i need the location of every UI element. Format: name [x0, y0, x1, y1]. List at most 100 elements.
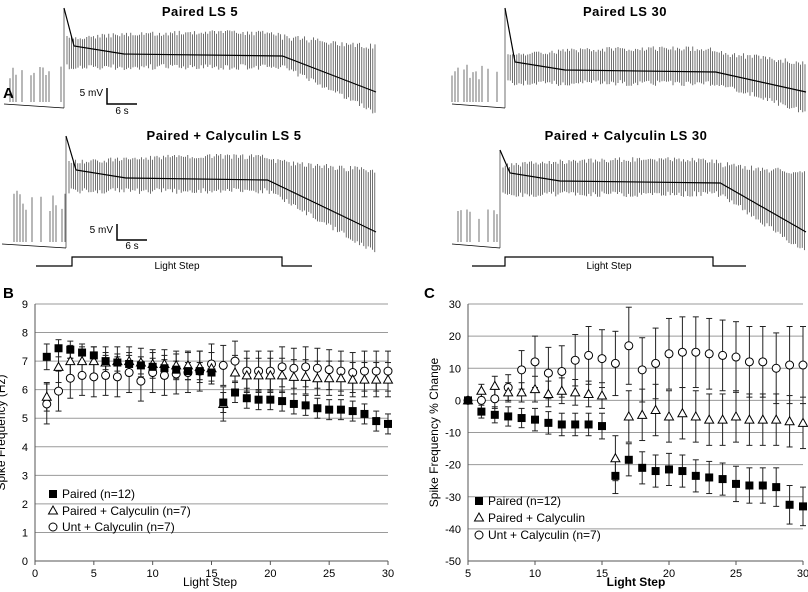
- chart-b-point-unt-calyculin: [159, 370, 169, 380]
- chart-c-point-unt-calyculin: [637, 365, 647, 375]
- chart-b-point-unt-calyculin: [383, 366, 393, 376]
- trace-title-top-left: Paired LS 5: [162, 4, 238, 19]
- chart-c-point-unt-calyculin: [610, 358, 620, 368]
- chart-b-point-paired-calyculin: [88, 355, 100, 366]
- chart-c-point-unt-calyculin: [651, 358, 661, 368]
- chart-c-point-unt-calyculin: [490, 394, 500, 404]
- chart-c-ytick-label: -30: [445, 492, 461, 504]
- chart-b-point-paired: [278, 397, 287, 406]
- chart-b-ytick-label: 6: [22, 385, 28, 397]
- chart-b-point-paired: [231, 388, 240, 397]
- chart-c-xtick-label: 20: [663, 568, 675, 580]
- chart-c-xtick-label: 30: [797, 568, 808, 580]
- chart-c-point-unt-calyculin: [557, 366, 567, 376]
- legend-c-marker-unt: [474, 530, 484, 540]
- chart-b-point-paired: [183, 367, 192, 376]
- chart-c-point-paired-calyculin: [770, 414, 782, 424]
- chart-b-point-paired-calyculin: [276, 369, 288, 380]
- chart-b-ylabel: Spike Frequency (Hz): [0, 374, 8, 490]
- chart-c-point-paired-calyculin: [730, 410, 742, 421]
- chart-c-point-paired: [745, 481, 754, 490]
- chart-b-point-paired: [254, 395, 263, 404]
- chart-b-point-paired: [78, 348, 87, 357]
- chart-b-xtick-label: 0: [32, 568, 38, 580]
- chart-c-xtick-label: 5: [465, 568, 471, 580]
- chart-b-point-paired: [160, 364, 169, 373]
- chart-b-point-paired-calyculin: [64, 355, 76, 366]
- scale-time-label-top: 6 s: [115, 106, 128, 117]
- chart-c-point-unt-calyculin: [718, 350, 728, 360]
- chart-b-point-paired: [54, 344, 63, 353]
- legend-c-label-unt: Unt + Calyculin (n=7): [488, 528, 601, 542]
- chart-c-xtick-label: 25: [730, 568, 742, 580]
- chart-b-point-paired: [266, 395, 275, 404]
- chart-b-point-paired: [195, 367, 204, 376]
- chart-c-point-paired-calyculin: [516, 386, 527, 397]
- chart-c-ytick-label: -40: [445, 524, 461, 536]
- chart-c-point-paired-calyculin: [663, 410, 675, 421]
- legend-b-marker-paired: [49, 490, 57, 498]
- chart-b-ytick-label: 5: [22, 413, 28, 425]
- chart-b-point-paired-calyculin: [323, 372, 335, 383]
- trace-title-bottom-left: Paired + Calyculin LS 5: [147, 128, 302, 143]
- chart-c-ytick-label: 10: [449, 363, 461, 375]
- chart-b-xtick-label: 30: [382, 568, 394, 580]
- chart-c-point-paired: [665, 465, 673, 474]
- chart-b-point-paired: [219, 398, 228, 407]
- chart-c-point-unt-calyculin: [785, 360, 795, 370]
- chart-b-point-paired-calyculin: [241, 369, 253, 380]
- chart-c-point-paired-calyculin: [717, 414, 728, 424]
- legend-c-marker-paired: [475, 497, 483, 505]
- trace-title-bottom-right: Paired + Calyculin LS 30: [545, 128, 708, 143]
- chart-c-point-paired: [490, 410, 499, 419]
- light-step-marker-right: Light Step: [472, 256, 746, 272]
- chart-c-point-paired-calyculin: [784, 415, 795, 426]
- chart-b-point-paired: [348, 407, 357, 416]
- chart-c-point-unt-calyculin: [570, 355, 580, 365]
- chart-c-point-unt-calyculin: [597, 354, 607, 364]
- chart-c-point-paired-calyculin: [797, 417, 808, 427]
- chart-c-ytick-label: 20: [449, 331, 461, 343]
- legend-b-label-unt: Unt + Calyculin (n=7): [62, 520, 175, 534]
- chart-c-point-unt-calyculin: [584, 350, 594, 360]
- chart-c-point-paired-calyculin: [623, 410, 635, 421]
- legend-c-label-paired: Paired (n=12): [488, 494, 561, 508]
- chart-c-point-paired: [799, 502, 807, 511]
- chart-b-point-paired-calyculin: [76, 355, 88, 366]
- chart-b-point-unt-calyculin: [301, 362, 311, 372]
- chart-b-xtick-label: 15: [205, 568, 217, 580]
- chart-c-ylabel: Spike Frequency % Change: [427, 357, 441, 507]
- chart-b-point-unt-calyculin: [324, 365, 334, 375]
- chart-c-point-paired: [772, 483, 781, 492]
- chart-b-point-paired-calyculin: [347, 374, 359, 384]
- chart-b-point-paired-calyculin: [253, 369, 264, 380]
- voltage-trace-bottom-right: [451, 149, 807, 251]
- chart-c-point-unt-calyculin: [744, 357, 754, 367]
- legend-b-label-calyculin: Paired + Calyculin (n=7): [62, 504, 191, 518]
- chart-b-point-unt-calyculin: [218, 360, 228, 370]
- chart-b-ytick-label: 1: [22, 527, 28, 539]
- voltage-trace-top-left: [3, 7, 377, 114]
- chart-b-xtick-label: 25: [323, 568, 335, 580]
- chart-b-point-paired-calyculin: [229, 367, 241, 377]
- chart-b-point-paired: [372, 417, 381, 426]
- chart-b-point-paired-calyculin: [312, 372, 323, 383]
- chart-b-point-paired: [42, 352, 51, 361]
- chart-b-point-unt-calyculin: [77, 370, 87, 380]
- chart-c-point-unt-calyculin: [543, 368, 553, 378]
- chart-b-point-paired-calyculin: [264, 369, 276, 380]
- chart-b-point-paired-calyculin: [370, 374, 382, 384]
- chart-b-point-paired: [336, 405, 345, 414]
- chart-c-point-unt-calyculin: [704, 349, 714, 359]
- chart-b-point-paired-calyculin: [41, 391, 53, 401]
- chart-c-point-paired: [598, 422, 606, 431]
- chart-c-point-paired: [651, 467, 660, 476]
- chart-c-point-unt-calyculin: [530, 357, 540, 367]
- chart-b-point-paired: [113, 358, 122, 367]
- chart-spike-frequency: 0 1 2 3 4 5 6 7 8 9 0 5 10 15 20 25 30: [22, 299, 394, 580]
- chart-b-point-paired-calyculin: [53, 361, 64, 371]
- chart-c-point-unt-calyculin: [691, 347, 701, 357]
- legend-b-label-paired: Paired (n=12): [62, 487, 135, 501]
